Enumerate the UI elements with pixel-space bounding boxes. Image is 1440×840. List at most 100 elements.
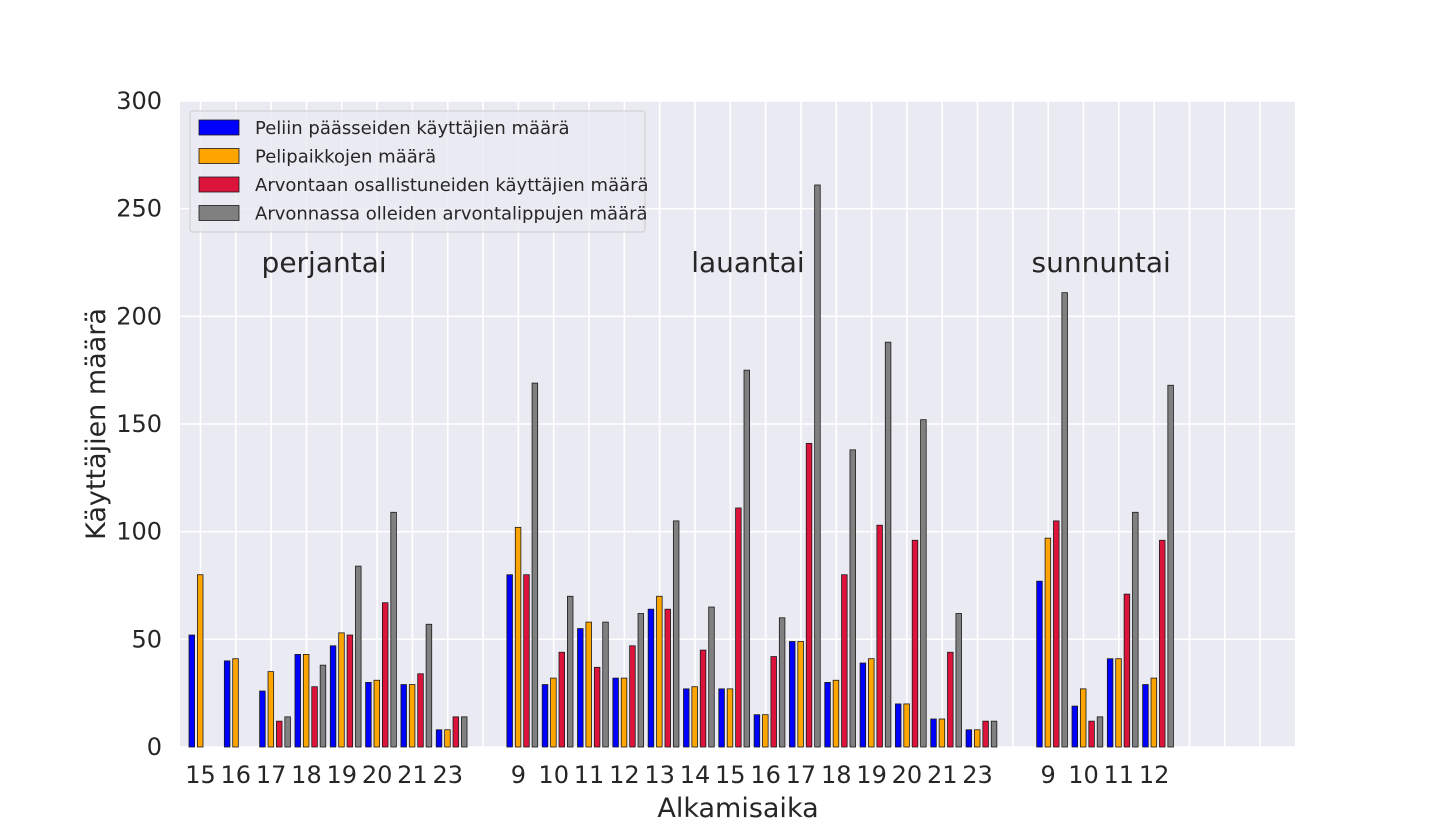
bar-series-2 [726, 688, 734, 748]
bar-series-4 [814, 184, 821, 748]
bar-series-3 [947, 651, 954, 748]
bar-series-1 [895, 703, 902, 748]
x-tick-label: 19 [327, 761, 358, 789]
bar-series-1 [930, 718, 937, 748]
bar-series-4 [849, 449, 856, 748]
bar-series-1 [1036, 580, 1043, 748]
bar-series-3 [523, 574, 530, 748]
bar-series-3 [770, 656, 777, 748]
y-axis-title: Käyttäjien määrä [81, 308, 112, 540]
day-labels: perjantai lauantai sunnuntai [262, 246, 1171, 279]
bar-series-3 [1088, 720, 1095, 748]
bar-series-4 [319, 664, 327, 748]
day-label: perjantai [262, 246, 387, 279]
bar-series-2 [1080, 688, 1087, 748]
bar-series-2 [302, 654, 310, 748]
bar-series-1 [1106, 658, 1114, 748]
legend-label: Pelipaikkojen määrä [255, 147, 436, 168]
bar-series-2 [267, 671, 275, 748]
bar-series-1 [188, 634, 195, 748]
x-tick-label: 17 [786, 761, 817, 789]
day-label: lauantai [691, 246, 805, 279]
x-tick-label: 10 [538, 761, 569, 789]
bar-series-4 [284, 716, 291, 748]
bar-series-3 [1159, 539, 1166, 748]
x-tick-label: 16 [750, 761, 781, 789]
bar-series-3 [381, 602, 389, 748]
x-tick-label: 9 [1041, 761, 1056, 789]
bar-series-4 [461, 716, 468, 748]
x-tick-label: 16 [221, 761, 252, 789]
bar-series-2 [550, 677, 557, 748]
legend-label: Arvontaan osallistuneiden käyttäjien mää… [255, 175, 649, 196]
bar-series-1 [1071, 705, 1078, 748]
bar-series-3 [276, 720, 283, 748]
x-tick-label: 10 [1068, 761, 1099, 789]
bar-series-4 [920, 419, 927, 748]
bar-series-4 [955, 613, 962, 748]
y-tick-label: 150 [116, 410, 162, 438]
bar-series-4 [637, 613, 645, 748]
bar-series-2 [444, 729, 451, 748]
bar-series-1 [577, 628, 584, 748]
bar-series-3 [841, 574, 848, 748]
bar-series-1 [859, 662, 867, 748]
bar-series-3 [911, 539, 919, 748]
bar-series-4 [1132, 511, 1139, 748]
bar-series-1 [329, 645, 337, 748]
bar-series-3 [452, 716, 460, 748]
bar-series-2 [832, 679, 840, 748]
bar-series-3 [699, 649, 707, 748]
bar-series-4 [1167, 384, 1174, 748]
bar-series-2 [1150, 677, 1158, 748]
x-tick-label: 18 [821, 761, 852, 789]
bar-series-4 [531, 382, 539, 748]
x-tick-label: 12 [1139, 761, 1170, 789]
bar-series-2 [196, 574, 204, 748]
x-axis-title: Alkamisaika [657, 793, 818, 824]
bar-series-4 [425, 623, 433, 748]
y-tick-label: 250 [116, 195, 162, 223]
bar-series-1 [506, 574, 513, 748]
bar-series-4 [743, 369, 750, 748]
legend: Peliin päässeiden käyttäjien määrä Pelipa… [189, 110, 649, 233]
bar-series-2 [514, 526, 522, 748]
bar-series-1 [789, 641, 796, 748]
bars [188, 184, 1174, 748]
bar-series-2 [1044, 537, 1052, 748]
x-tick-label: 21 [397, 761, 428, 789]
bar-series-2 [974, 729, 981, 748]
legend-swatch [198, 119, 240, 136]
x-tick-label: 13 [644, 761, 675, 789]
x-tick-label: 18 [291, 761, 322, 789]
y-tick-labels: 0 50 100 150 200 250 300 [116, 87, 162, 761]
bar-series-1 [259, 690, 266, 748]
y-tick-label: 100 [116, 518, 162, 546]
bar-series-4 [1061, 292, 1068, 748]
bar-series-2 [620, 677, 628, 748]
bar-series-1 [683, 688, 690, 748]
bar-series-2 [1115, 658, 1122, 748]
bar-series-1 [718, 688, 725, 748]
x-tick-label: 21 [927, 761, 958, 789]
y-tick-label: 50 [131, 625, 162, 653]
bar-series-1 [647, 608, 655, 748]
bar-series-3 [805, 442, 813, 748]
bar-series-1 [400, 684, 407, 748]
bar-series-3 [593, 666, 601, 748]
bar-series-2 [373, 679, 380, 748]
legend-box [189, 110, 646, 233]
bar-series-3 [558, 651, 565, 748]
legend-swatch [198, 176, 240, 193]
bar-series-3 [1053, 520, 1060, 748]
bar-series-1 [753, 714, 761, 748]
bar-series-3 [1123, 593, 1131, 748]
x-tick-label: 12 [609, 761, 640, 789]
bar-series-1 [223, 660, 231, 748]
x-tick-label: 15 [715, 761, 746, 789]
x-tick-label: 20 [362, 761, 393, 789]
bar-series-1 [612, 677, 619, 748]
legend-label: Peliin päässeiden käyttäjien määrä [255, 118, 570, 139]
bar-series-2 [691, 686, 698, 748]
x-tick-label: 23 [432, 761, 463, 789]
